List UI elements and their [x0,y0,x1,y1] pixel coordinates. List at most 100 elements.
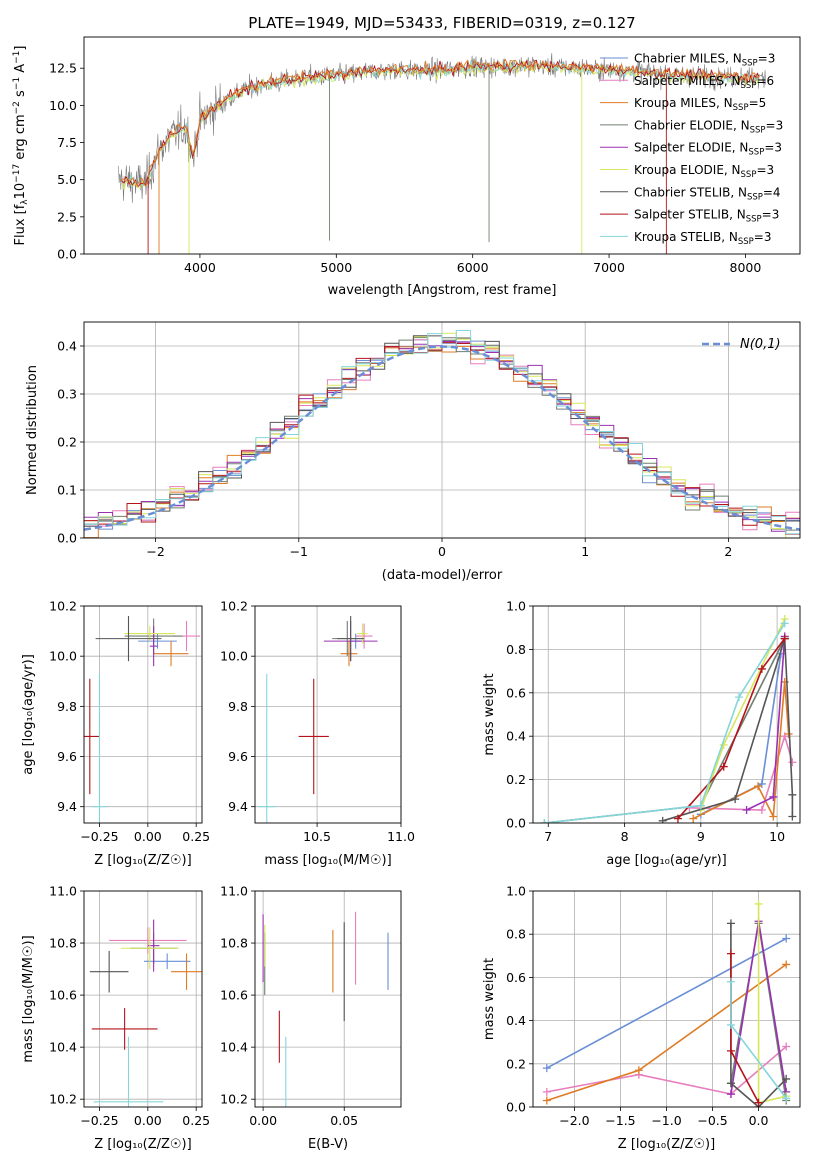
legend-label-part: SSP [733,103,749,113]
panel-spectrum: 4000 5000 6000 7000 8000 0.0 2.5 5.0 7.5 10.0 12.5… [12,14,801,298]
legend-label-part: =3 [764,141,782,155]
y-tick-label: 10.0 [49,98,77,113]
y-axis-label: Flux [fλ10−17 erg cm−2 s−1 A−1] [12,46,30,246]
y-tick-label: 10.2 [220,1092,248,1107]
y-label-part: −2 [12,101,22,114]
y-label-part: A [13,64,28,77]
series-point-chabrier_stelib [782,1074,791,1083]
legend-label-part: Kroupa ELODIE, N [634,163,741,177]
y-tick-label: 11.0 [220,884,248,899]
y-label-part: λ [20,199,30,205]
plot-area [262,911,389,1107]
legend-label-part: SSP [738,237,754,247]
series-point-salpeter_miles [788,758,797,767]
y-tick-label: 1.0 [506,884,526,899]
series-point-chabrier_stelib [726,919,735,928]
legend-label-part: =3 [766,118,784,132]
normal-curve [84,345,800,531]
legend-label-part: =5 [749,96,767,110]
series-point-salpeter_elodie [769,792,778,801]
series-point-kroupa_miles [782,960,791,969]
x-axis-label: Z [log₁₀(Z/Z☉)] [618,1137,715,1152]
plot-area [117,53,766,254]
legend-label-part: Kroupa STELIB, N [634,230,738,244]
legend-label-part: SSP [741,170,757,180]
x-tick-label: −1 [290,544,308,559]
x-tick-label: 11.0 [387,829,415,844]
y-axis-label: mass weight [482,958,497,1040]
x-tick-label: 0.00 [249,1113,277,1128]
x-tick-label: 0.25 [182,829,210,844]
x-tick-label: −2 [146,544,164,559]
x-tick-label: 1 [581,544,589,559]
y-tick-label: 9.6 [57,749,77,764]
series-line-chabrier_miles [546,937,787,1069]
legend-label-part: Salpeter STELIB, N [634,208,746,222]
y-tick-label: 0.6 [506,685,526,700]
legend-entry-label: Kroupa STELIB, NSSP=3 [634,230,772,247]
plot-area [89,919,202,1107]
series-point-kroupa_stelib [696,801,705,810]
x-tick-label: 7000 [593,260,625,275]
x-tick-label: 8000 [730,260,762,275]
x-tick-label: 6000 [457,260,489,275]
axes-frame [83,890,203,1108]
series-point-salpeter_stelib [757,664,766,673]
y-axis-label: age [log₁₀(age/yr)] [21,654,36,775]
y-tick-label: 0.8 [506,642,526,657]
chart-title: PLATE=1949, MJD=53433, FIBERID=0319, z=0… [248,14,635,32]
plot-area [84,616,201,823]
y-tick-label: 10.2 [49,1092,77,1107]
y-tick-label: 1.0 [506,599,526,614]
plot-area [542,899,791,1107]
y-tick-label: 10.2 [220,599,248,614]
y-tick-label: 0.0 [506,816,526,831]
y-tick-label: 0.4 [506,729,526,744]
series-point-chabrier_stelib [788,790,797,799]
x-tick-label: 9 [697,829,705,844]
legend-entry-label: Salpeter ELODIE, NSSP=3 [634,141,782,158]
series-point-chabrier_stelib [731,795,740,804]
y-tick-label: 0.2 [57,435,77,450]
series-point-salpeter_miles [757,805,766,814]
panel-age-vs-Z: −0.25 0.00 0.25 9.4 9.6 9.8 10.0 10.2 Z [log₁₀(Z… [21,599,210,869]
legend-label-part: Kroupa MILES, N [634,96,733,110]
legend-label-part: SSP [741,81,757,91]
axes-frame [83,605,203,824]
y-axis-label: mass weight [482,673,497,755]
x-tick-label: 0.0 [749,1113,769,1128]
y-label-part: −1 [12,77,22,90]
series-point-salpeter_stelib [719,762,728,771]
x-tick-label: −0.25 [80,829,118,844]
y-tick-label: 2.5 [57,209,77,224]
legend-entry-label: Kroupa ELODIE, NSSP=3 [634,163,774,180]
x-tick-label: 2 [724,544,732,559]
series-point-chabrier_stelib [658,816,667,823]
y-tick-label: 9.4 [57,799,77,814]
legend-entry-label: Salpeter STELIB, NSSP=3 [634,208,779,225]
legend-label-part: =3 [762,208,780,222]
axes-frame [254,605,402,824]
legend-label-part: SSP [742,59,758,69]
legend-label-part: Salpeter MILES, N [634,74,741,88]
y-tick-label: 10.0 [220,649,248,664]
y-axis-label: mass [log₁₀(M/M☉)] [21,935,36,1062]
panel-massweight-vs-Z: −2.0 −1.5 −1.0 −0.5 0.0 0.0 0.2 0.4 0.6 0.8 1.0 Z [… [482,884,801,1152]
legend-label-part: SSP [748,148,764,158]
y-label-part: erg cm [13,114,28,163]
x-tick-label: 7 [544,829,552,844]
series-point-kroupa_miles [634,1066,643,1075]
series-line-salpeter_miles [689,733,794,811]
y-tick-label: 10.6 [49,988,77,1003]
series-line-salpeter_stelib [730,953,760,1104]
y-tick-label: 0.0 [57,531,77,546]
legend-label-part: SSP [746,215,762,225]
series-point-kroupa_miles [689,814,698,823]
series-point-salpeter_stelib [754,1098,763,1107]
x-tick-label: 0 [438,544,446,559]
series-point-kroupa_miles [542,1096,551,1105]
y-axis-label: Normed distribution [25,365,40,495]
legend-entry-label: N(0,1) [740,337,781,352]
